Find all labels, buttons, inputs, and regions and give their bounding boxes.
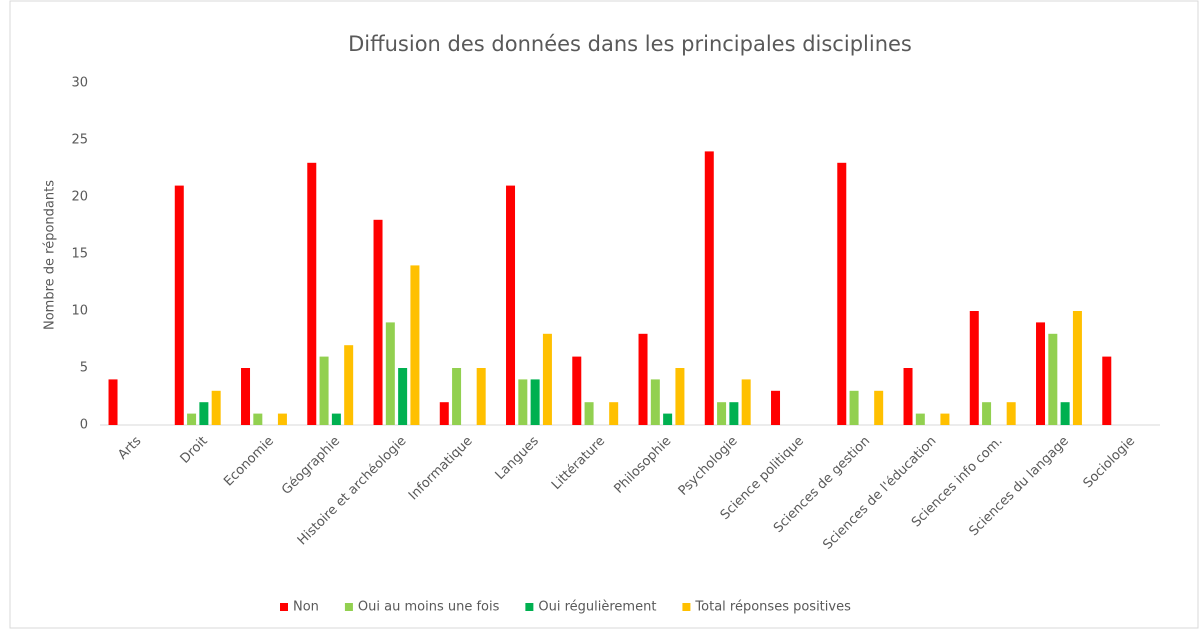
bar <box>1006 402 1016 425</box>
bar <box>506 185 516 425</box>
bar <box>439 402 449 425</box>
bar <box>277 413 287 425</box>
bar <box>584 402 594 425</box>
legend-swatch <box>280 603 288 611</box>
bar <box>542 333 552 425</box>
bar <box>1072 311 1082 425</box>
legend-label: Oui au moins une fois <box>358 600 500 615</box>
bar <box>344 345 354 425</box>
bar <box>199 402 209 425</box>
bar <box>1036 322 1046 425</box>
bar <box>609 402 619 425</box>
bar <box>108 379 118 425</box>
bar <box>373 219 383 425</box>
y-tick-label: 25 <box>71 133 88 148</box>
bar <box>717 402 727 425</box>
bar <box>849 390 859 425</box>
y-axis-label: Nombre de répondants <box>43 180 58 330</box>
bar <box>398 368 408 425</box>
bar <box>638 333 648 425</box>
chart-frame <box>9 0 1199 629</box>
bar <box>1060 402 1070 425</box>
bar <box>771 390 781 425</box>
bar <box>729 402 739 425</box>
legend-label: Non <box>293 600 319 615</box>
y-tick-label: 5 <box>80 361 88 376</box>
bar <box>476 368 486 425</box>
bar <box>915 413 925 425</box>
bar <box>452 368 462 425</box>
bar <box>253 413 263 425</box>
legend-label: Total réponses positives <box>694 600 851 615</box>
bar <box>530 379 540 425</box>
y-tick-label: 0 <box>80 418 88 433</box>
bar <box>211 390 221 425</box>
bar <box>1048 333 1058 425</box>
bar <box>982 402 992 425</box>
bar <box>187 413 197 425</box>
bar <box>741 379 751 425</box>
bar <box>385 322 395 425</box>
y-tick-label: 30 <box>71 76 88 91</box>
y-tick-label: 10 <box>71 304 88 319</box>
legend-swatch <box>344 603 353 611</box>
bar <box>837 162 847 426</box>
bar <box>410 265 420 425</box>
bar <box>940 413 950 425</box>
bar <box>675 368 685 425</box>
chart-title: Diffusion des données dans les principal… <box>348 32 912 56</box>
bar <box>518 379 528 425</box>
bar <box>663 413 673 425</box>
legend-swatch <box>525 603 534 611</box>
bar <box>241 368 251 425</box>
bar <box>1102 356 1112 425</box>
bar <box>331 413 341 425</box>
y-tick-label: 15 <box>71 247 88 262</box>
bar <box>307 162 317 426</box>
bar <box>903 368 913 425</box>
bar <box>704 151 714 425</box>
bar <box>969 311 979 425</box>
legend-swatch <box>682 603 691 611</box>
bar <box>874 390 884 425</box>
bar <box>174 185 184 425</box>
bar <box>650 379 660 425</box>
bar <box>319 356 329 425</box>
legend-label: Oui régulièrement <box>538 600 656 615</box>
bar <box>572 356 582 425</box>
y-tick-label: 20 <box>71 190 88 205</box>
